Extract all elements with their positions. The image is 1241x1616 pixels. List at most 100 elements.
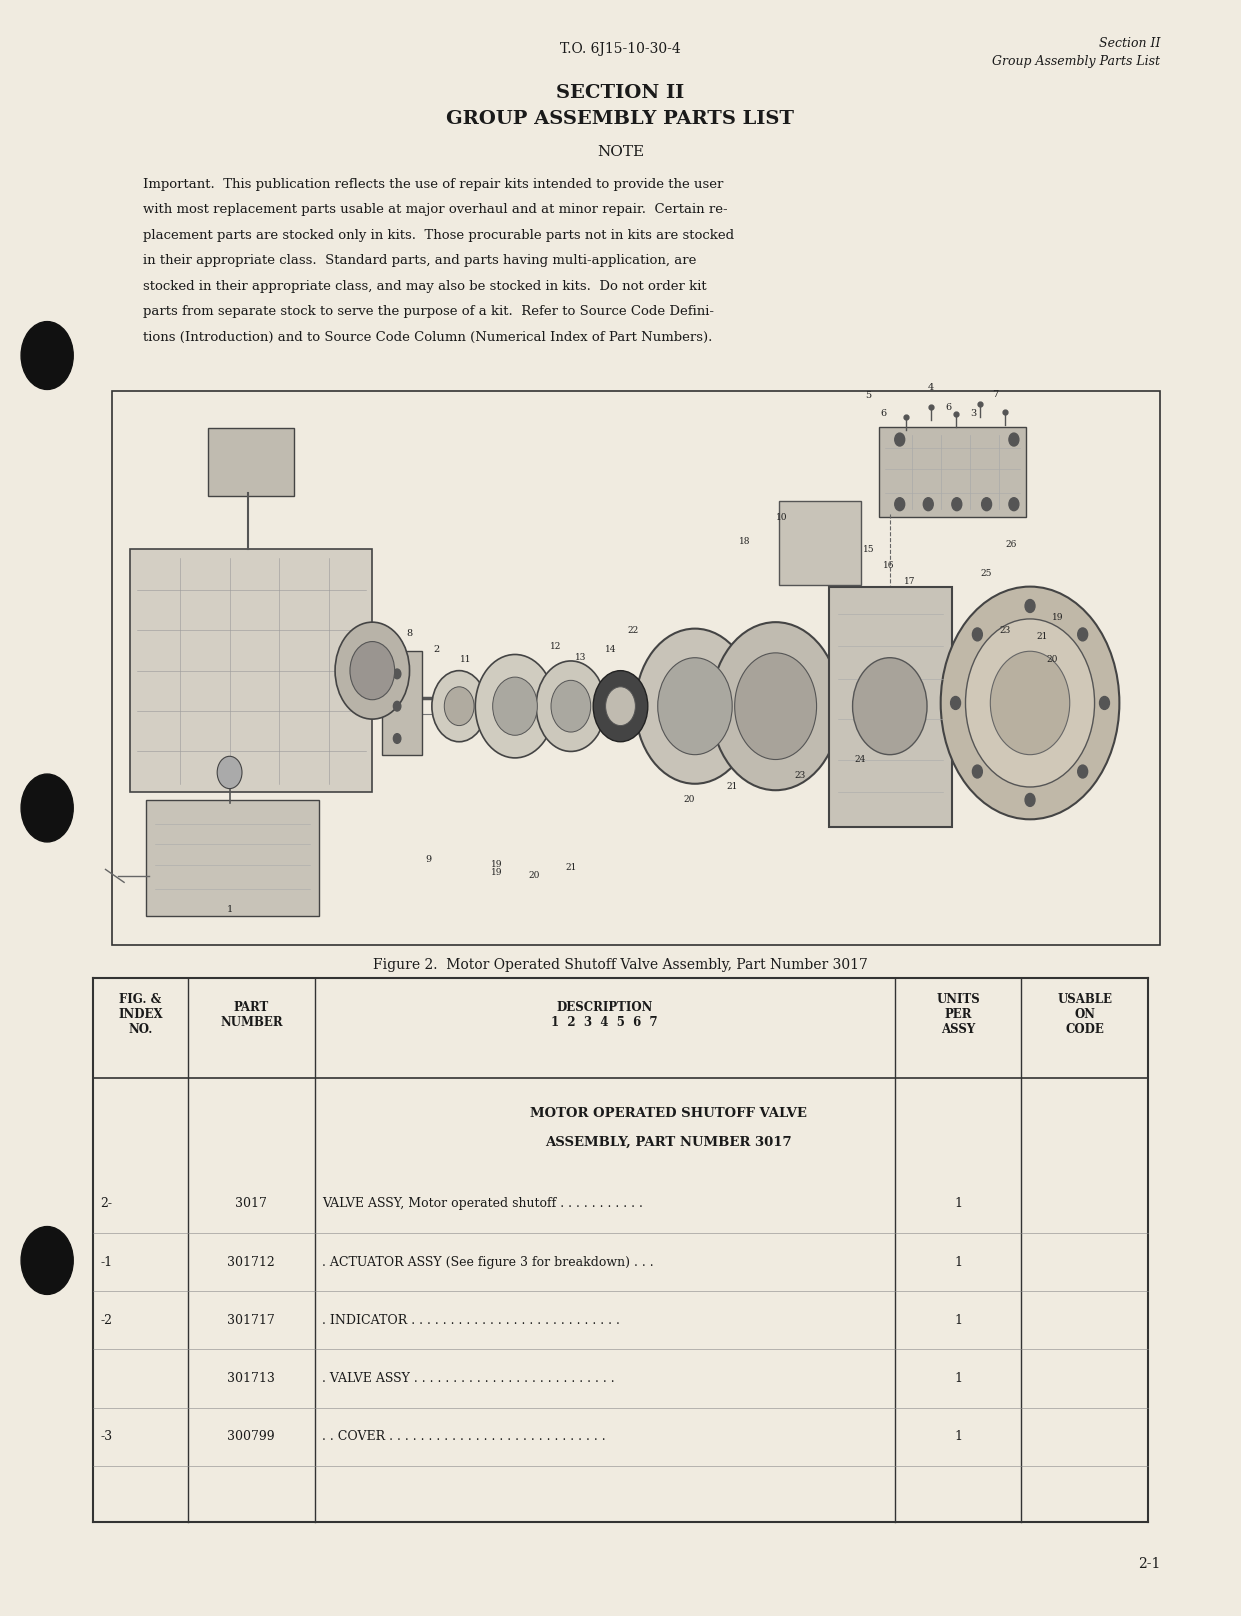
Text: 4: 4 [927,383,934,393]
Text: 18: 18 [738,537,751,546]
Text: 300799: 300799 [227,1430,276,1443]
Circle shape [21,1227,73,1294]
Text: USABLE
ON
CODE: USABLE ON CODE [1057,994,1112,1036]
Circle shape [658,658,732,755]
FancyBboxPatch shape [130,549,372,792]
Text: 2: 2 [433,645,441,654]
Text: 8: 8 [407,629,412,638]
Text: 11: 11 [459,654,472,664]
Text: 23: 23 [794,771,807,781]
Circle shape [475,654,555,758]
Text: Important.  This publication reflects the use of repair kits intended to provide: Important. This publication reflects the… [143,178,724,191]
Text: . . COVER . . . . . . . . . . . . . . . . . . . . . . . . . . . .: . . COVER . . . . . . . . . . . . . . . … [323,1430,606,1443]
Text: NOTE: NOTE [597,145,644,160]
Text: 20: 20 [1046,654,1059,664]
Text: 25: 25 [980,569,993,579]
Circle shape [952,498,962,511]
Circle shape [21,774,73,842]
Text: 1: 1 [954,1430,962,1443]
Text: 20: 20 [527,871,540,881]
Circle shape [711,622,840,790]
Text: stocked in their appropriate class, and may also be stocked in kits.  Do not ord: stocked in their appropriate class, and … [143,280,706,292]
Circle shape [1025,793,1035,806]
Circle shape [1100,696,1109,709]
Circle shape [895,498,905,511]
Circle shape [965,619,1095,787]
Text: 5: 5 [866,391,871,401]
Circle shape [1009,433,1019,446]
Text: FIG. &
INDEX
NO.: FIG. & INDEX NO. [118,994,163,1036]
Circle shape [973,764,983,777]
Text: -3: -3 [101,1430,113,1443]
Circle shape [895,433,905,446]
Text: 13: 13 [575,653,587,663]
Text: 21: 21 [726,782,738,792]
FancyBboxPatch shape [382,651,422,755]
Text: 1: 1 [954,1256,962,1269]
Circle shape [1077,764,1087,777]
Text: 2-1: 2-1 [1138,1556,1160,1571]
Circle shape [941,587,1119,819]
Text: 24: 24 [854,755,866,764]
Text: with most replacement parts usable at major overhaul and at minor repair.  Certa: with most replacement parts usable at ma… [143,204,727,217]
Circle shape [393,669,401,679]
Circle shape [393,701,401,711]
Text: 1: 1 [226,905,233,915]
Text: Group Assembly Parts List: Group Assembly Parts List [993,55,1160,68]
Circle shape [606,687,635,726]
Text: 1: 1 [954,1314,962,1327]
Circle shape [21,322,73,389]
Text: 6: 6 [881,409,886,419]
Circle shape [1009,498,1019,511]
Text: 3017: 3017 [236,1197,267,1210]
Text: 20: 20 [683,795,695,805]
Circle shape [350,642,395,700]
Text: parts from separate stock to serve the purpose of a kit.  Refer to Source Code D: parts from separate stock to serve the p… [143,305,714,318]
Circle shape [735,653,817,760]
Text: 1: 1 [954,1372,962,1385]
Text: 19: 19 [490,860,503,869]
Circle shape [393,734,401,743]
Text: PART
NUMBER: PART NUMBER [220,1000,283,1029]
Text: -1: -1 [101,1256,113,1269]
Text: 23: 23 [999,625,1011,635]
Text: tions (Introduction) and to Source Code Column (Numerical Index of Part Numbers): tions (Introduction) and to Source Code … [143,331,712,344]
Text: . ACTUATOR ASSY (See figure 3 for breakdown) . . .: . ACTUATOR ASSY (See figure 3 for breakd… [323,1256,654,1269]
Text: 12: 12 [550,642,562,651]
Circle shape [951,696,961,709]
Text: 17: 17 [903,577,916,587]
Text: VALVE ASSY, Motor operated shutoff . . . . . . . . . . .: VALVE ASSY, Motor operated shutoff . . .… [323,1197,643,1210]
FancyBboxPatch shape [779,501,861,585]
Text: GROUP ASSEMBLY PARTS LIST: GROUP ASSEMBLY PARTS LIST [447,110,794,128]
Text: DESCRIPTION
1  2  3  4  5  6  7: DESCRIPTION 1 2 3 4 5 6 7 [551,1000,658,1029]
Circle shape [493,677,537,735]
Text: 19: 19 [1051,612,1064,622]
Circle shape [432,671,486,742]
Circle shape [551,680,591,732]
Text: in their appropriate class.  Standard parts, and parts having multi-application,: in their appropriate class. Standard par… [143,254,696,267]
Text: 22: 22 [627,625,639,635]
Text: 19: 19 [490,868,503,877]
Text: 7: 7 [992,389,999,399]
Text: 9: 9 [426,855,431,865]
Text: SECTION II: SECTION II [556,84,685,102]
Text: ASSEMBLY, PART NUMBER 3017: ASSEMBLY, PART NUMBER 3017 [545,1136,792,1149]
Text: MOTOR OPERATED SHUTOFF VALVE: MOTOR OPERATED SHUTOFF VALVE [530,1107,807,1120]
Text: 21: 21 [565,863,577,873]
Circle shape [973,629,983,642]
Text: 14: 14 [604,645,617,654]
Circle shape [990,651,1070,755]
Circle shape [536,661,606,751]
Circle shape [217,756,242,789]
Text: -2: -2 [101,1314,113,1327]
Circle shape [444,687,474,726]
Text: 301713: 301713 [227,1372,276,1385]
Circle shape [982,498,992,511]
Text: T.O. 6J15-10-30-4: T.O. 6J15-10-30-4 [560,42,681,57]
Text: 3: 3 [969,409,977,419]
FancyBboxPatch shape [112,391,1160,945]
Text: placement parts are stocked only in kits.  Those procurable parts not in kits ar: placement parts are stocked only in kits… [143,229,733,242]
FancyBboxPatch shape [208,428,294,496]
Text: 6: 6 [946,402,951,412]
Circle shape [1077,629,1087,642]
